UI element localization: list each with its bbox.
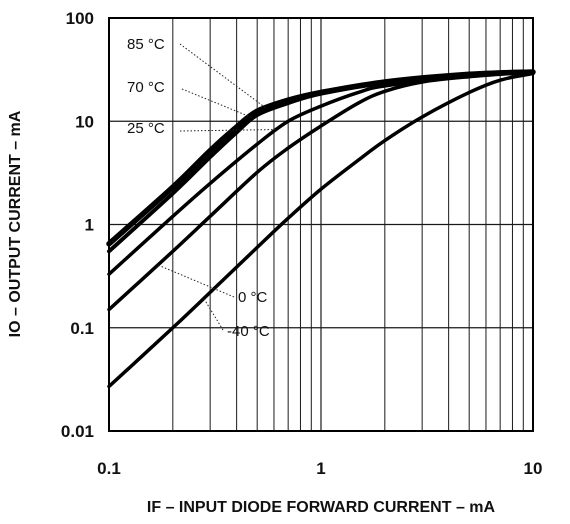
y-tick-label: 1 bbox=[85, 216, 94, 235]
y-axis-title: IO – OUTPUT CURRENT – mA bbox=[7, 110, 24, 337]
annotation-labels: 85 °C 70 °C 25 °C 0 °C -40 °C bbox=[127, 36, 270, 340]
y-tick-label: 100 bbox=[66, 9, 94, 28]
annotation-leaders bbox=[157, 43, 277, 331]
annotation-label: 0 °C bbox=[238, 289, 268, 306]
plot-frame bbox=[108, 17, 534, 432]
y-tick-label: 10 bbox=[75, 112, 94, 131]
x-tick-label: 0.1 bbox=[97, 459, 121, 478]
series-line-3 bbox=[107, 70, 535, 312]
annotation-leader bbox=[203, 298, 224, 331]
grid bbox=[108, 17, 533, 432]
annotation-label: 25 °C bbox=[127, 120, 165, 137]
annotation-leader bbox=[181, 88, 254, 119]
y-tick-label: 0.01 bbox=[61, 422, 94, 441]
x-tick-label: 10 bbox=[524, 459, 543, 478]
x-axis-title: IF – INPUT DIODE FORWARD CURRENT – mA bbox=[147, 499, 496, 516]
y-tick-label: 0.1 bbox=[70, 319, 94, 338]
annotation-label: 70 °C bbox=[127, 79, 165, 96]
x-tick-label: 1 bbox=[316, 459, 325, 478]
annotation-leader bbox=[179, 129, 277, 132]
annotation-label: 85 °C bbox=[127, 36, 165, 53]
series-line-4 bbox=[107, 71, 535, 389]
curves bbox=[106, 69, 536, 389]
annotation-leader bbox=[179, 43, 267, 109]
annotation-label: -40 °C bbox=[227, 323, 270, 340]
